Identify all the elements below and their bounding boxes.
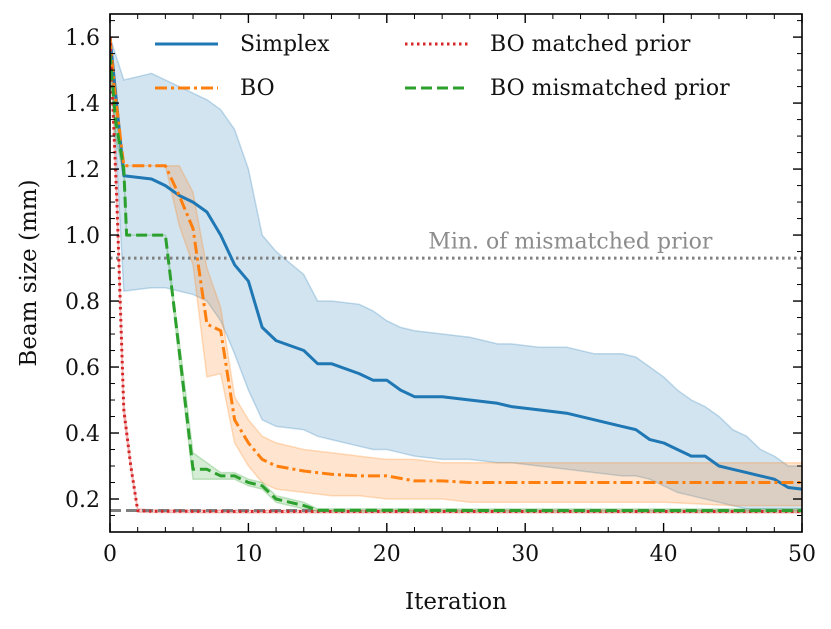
x-tick-label: 30	[511, 542, 539, 567]
y-tick-label: 1.2	[65, 158, 100, 183]
y-tick-label: 1.6	[65, 26, 100, 51]
legend-label-bo-matched-prior: BO matched prior	[490, 32, 691, 57]
series-lines	[110, 36, 802, 513]
confidence-bands	[110, 36, 802, 514]
x-axis-label: Iteration	[405, 589, 507, 615]
x-tick-label: 0	[103, 542, 117, 567]
tick-labels: 0 10 20 30 40 50 0.2 0.4 0.6 0.8 1.0 1.2 1.4 1.6	[65, 26, 816, 567]
line-bo-matched-prior	[110, 37, 802, 513]
y-tick-label: 0.8	[65, 290, 100, 315]
y-tick-label: 0.4	[65, 422, 100, 447]
x-tick-label: 40	[650, 542, 678, 567]
band-simplex	[110, 36, 802, 510]
legend-label-bo: BO	[240, 76, 275, 101]
x-tick-label: 20	[373, 542, 401, 567]
y-tick-label: 0.2	[65, 488, 100, 513]
y-tick-label: 1.0	[65, 224, 100, 249]
y-axis-label: Beam size (mm)	[16, 179, 42, 366]
y-tick-label: 1.4	[65, 92, 100, 117]
legend-label-simplex: Simplex	[240, 32, 330, 57]
x-tick-label: 10	[234, 542, 262, 567]
y-tick-label: 0.6	[65, 356, 100, 381]
annotation-min-mismatched-prior: Min. of mismatched prior	[428, 229, 713, 254]
line-bo	[110, 36, 802, 484]
line-bo-mismatched-prior	[110, 53, 802, 513]
band-bo	[110, 37, 802, 507]
legend-label-bo-mismatched-prior: BO mismatched prior	[490, 76, 730, 101]
legend: Simplex BO BO matched prior BO mismatched p…	[155, 32, 730, 101]
band-bo-matched-prior	[110, 37, 802, 514]
plot-area: Min. of mismatched prior	[109, 13, 803, 533]
line-simplex	[110, 36, 802, 491]
x-tick-label: 50	[788, 542, 816, 567]
plot-frame	[109, 13, 803, 533]
